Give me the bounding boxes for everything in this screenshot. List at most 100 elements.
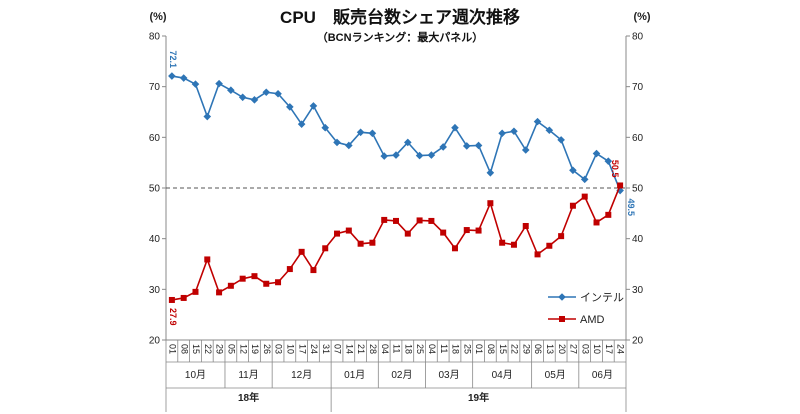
week-label: 13	[545, 344, 555, 354]
amd-first-value-label: 27.9	[168, 308, 178, 326]
data-point-intel	[462, 142, 471, 150]
data-point-intel	[380, 152, 389, 160]
week-label: 25	[415, 344, 425, 354]
week-label: 22	[203, 344, 213, 354]
legend-label-intel: インテル	[580, 292, 624, 304]
data-point-intel	[474, 141, 483, 150]
month-label: 04月	[492, 369, 513, 381]
week-label: 21	[356, 344, 366, 354]
data-point-amd	[168, 296, 175, 303]
data-point-amd	[510, 241, 517, 248]
data-point-amd	[605, 211, 612, 218]
week-label: 11	[392, 344, 402, 353]
data-point-intel	[510, 127, 518, 136]
legend: インテル AMD	[548, 292, 624, 326]
y-tick-label-left: 20	[149, 336, 161, 347]
week-label: 15	[191, 344, 201, 354]
data-point-intel	[392, 151, 400, 159]
week-label: 28	[368, 344, 378, 354]
data-point-amd	[310, 267, 317, 274]
data-point-amd	[357, 240, 364, 247]
data-point-amd	[275, 279, 282, 286]
intel-first-value-label: 72.1	[168, 50, 178, 68]
data-point-intel	[451, 123, 459, 132]
y-tick-label-right: 70	[632, 82, 644, 93]
data-point-amd	[393, 217, 399, 224]
y-tick-label-left: 40	[149, 234, 161, 245]
data-point-amd	[404, 230, 411, 237]
week-label: 27	[569, 344, 579, 354]
data-point-intel	[179, 74, 188, 82]
week-label: 04	[380, 344, 390, 354]
month-label: 11月	[238, 369, 258, 381]
data-point-intel	[238, 93, 247, 102]
y-tick-label-right: 80	[632, 32, 644, 43]
month-label: 03月	[439, 369, 460, 381]
week-label: 24	[309, 344, 319, 354]
week-label: 03	[274, 344, 284, 354]
week-label: 22	[510, 344, 520, 354]
week-label: 29	[215, 344, 225, 354]
year-label: 18年	[238, 391, 259, 404]
month-label: 01月	[344, 369, 365, 381]
week-label: 03	[580, 344, 590, 354]
data-point-amd	[499, 239, 506, 246]
week-label: 07	[333, 344, 343, 354]
data-point-amd	[204, 256, 211, 263]
data-point-amd	[192, 288, 199, 295]
week-label: 15	[498, 344, 508, 354]
data-point-intel	[415, 151, 424, 160]
data-point-intel	[333, 138, 341, 147]
data-point-intel	[215, 79, 223, 88]
week-label: 01	[474, 344, 484, 354]
data-point-intel	[569, 166, 577, 175]
y-tick-label-left: 80	[149, 32, 161, 43]
data-point-amd	[227, 282, 234, 289]
data-point-amd	[216, 289, 223, 296]
data-point-intel	[592, 149, 601, 158]
intel-last-value-label: 49.5	[626, 199, 636, 217]
data-point-amd	[298, 248, 305, 255]
week-label: 18	[403, 344, 413, 354]
data-point-amd	[263, 280, 270, 287]
legend-label-amd: AMD	[580, 314, 605, 326]
data-point-amd	[345, 227, 352, 234]
y-tick-label-right: 20	[632, 336, 644, 347]
week-label: 01	[168, 344, 178, 354]
month-label: 10月	[185, 369, 206, 381]
data-point-intel	[498, 129, 506, 138]
data-point-intel	[439, 143, 447, 151]
data-point-amd	[463, 227, 470, 234]
data-point-amd	[558, 233, 565, 240]
data-point-intel	[345, 141, 353, 150]
data-point-amd	[475, 227, 482, 234]
week-label: 31	[321, 344, 331, 354]
data-point-intel	[427, 151, 436, 159]
y-tick-label-left: 60	[149, 133, 161, 144]
year-label: 19年	[468, 391, 489, 404]
data-point-amd	[534, 251, 541, 258]
week-label: 20	[557, 344, 567, 354]
y-tick-label-right: 50	[632, 184, 644, 195]
data-point-intel	[250, 96, 259, 104]
data-point-intel	[368, 129, 377, 138]
week-label: 06	[533, 344, 543, 354]
data-point-amd	[522, 223, 529, 229]
legend-marker-intel	[558, 293, 566, 301]
data-point-intel	[203, 112, 212, 121]
data-point-intel	[168, 72, 176, 80]
y-axis-unit-right: (%)	[633, 11, 650, 23]
amd-last-value-label: 50.5	[610, 160, 620, 178]
week-label: 29	[521, 344, 531, 354]
data-point-amd	[381, 216, 388, 223]
y-tick-label-right: 30	[632, 285, 644, 296]
week-label: 08	[179, 344, 189, 354]
data-point-amd	[569, 202, 576, 209]
month-label: 06月	[592, 369, 613, 381]
week-label: 18	[451, 344, 461, 354]
data-point-intel	[604, 157, 613, 165]
data-point-intel	[274, 89, 282, 98]
week-label: 05	[226, 344, 236, 354]
data-point-amd	[322, 245, 329, 252]
